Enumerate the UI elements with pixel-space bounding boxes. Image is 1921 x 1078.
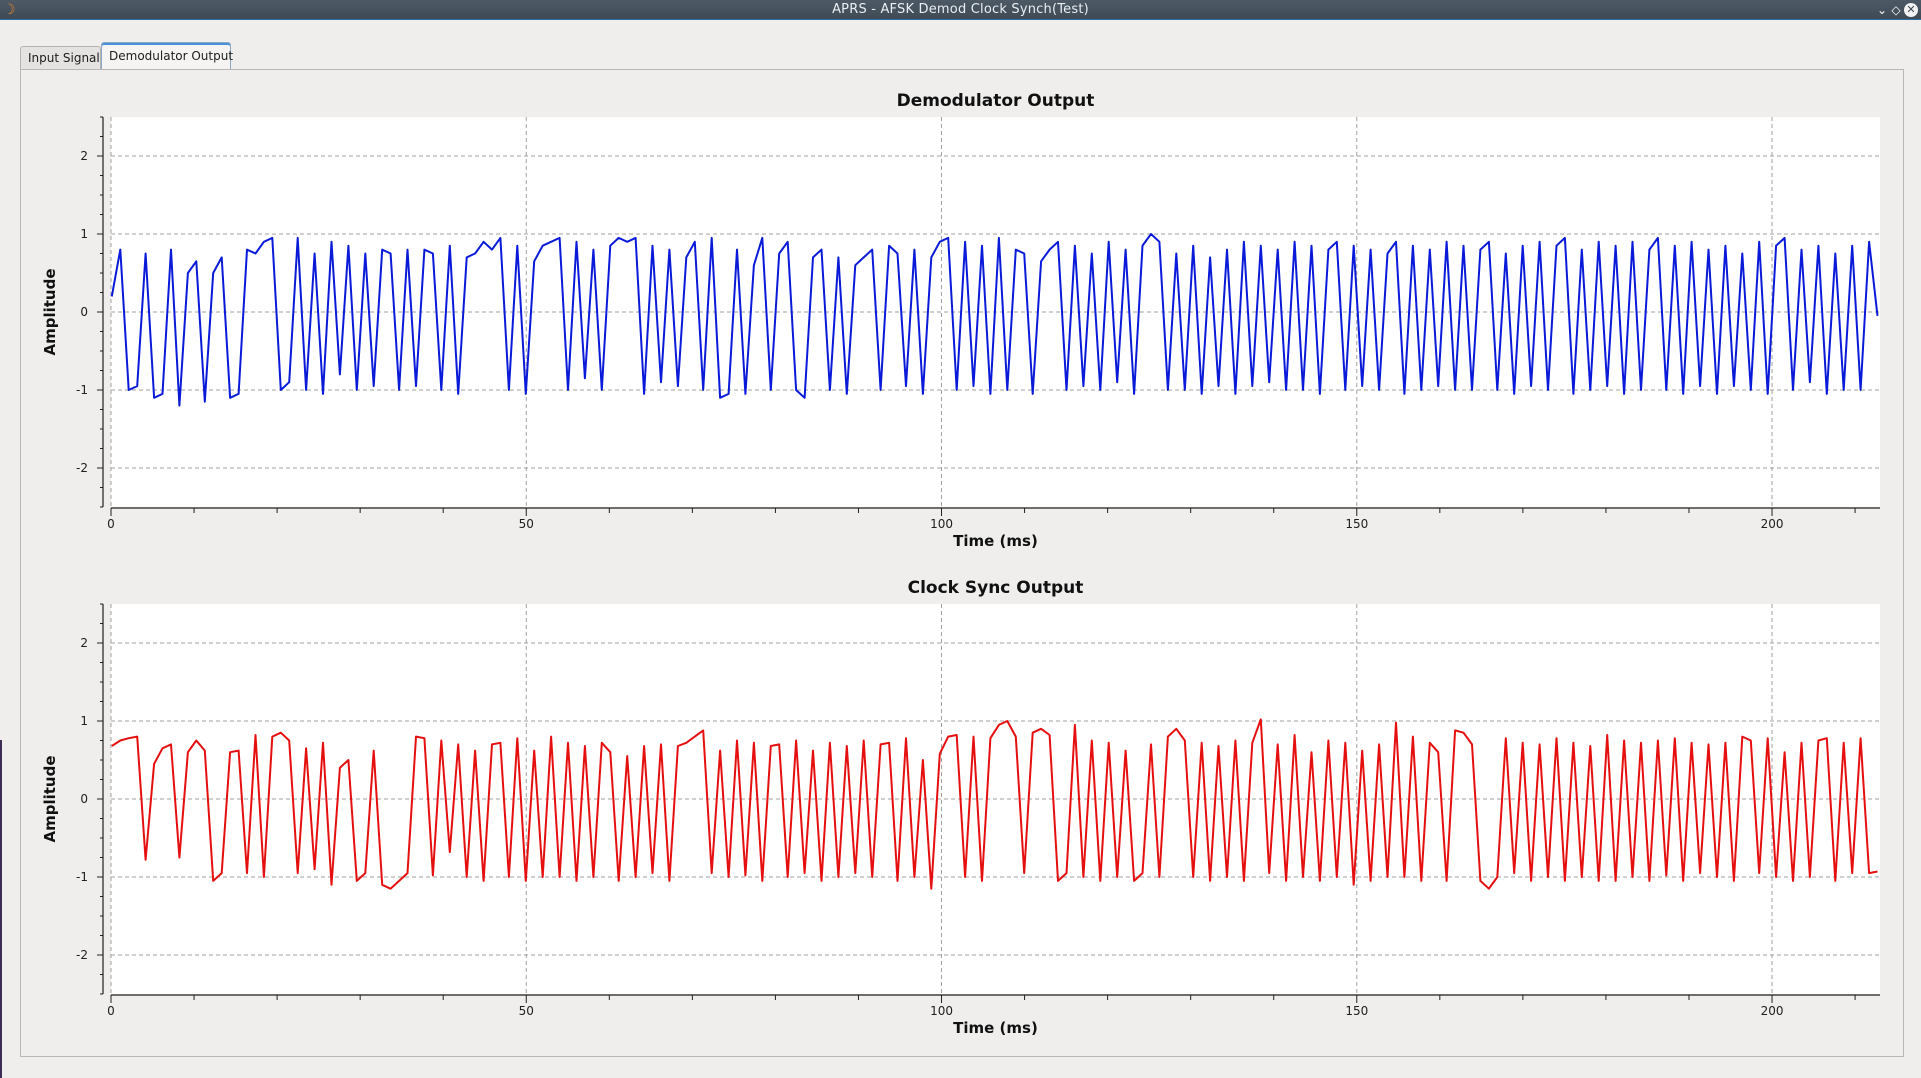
series-line	[110, 233, 1879, 407]
title-bar-divider	[0, 19, 1921, 20]
x-axis-label: Time (ms)	[953, 532, 1038, 550]
x-tick-label: 200	[1761, 1004, 1784, 1018]
x-tick-label: 50	[519, 517, 534, 531]
clock-sync-output-plot: 0 50 100 150 200 2 1 0 -1 -2 Clock Sync Output Time…	[41, 578, 1880, 1037]
tab-demodulator-output[interactable]: Demodulator Output	[101, 42, 234, 70]
window-title-bar: ☽ APRS - AFSK Demod Clock Synch(Test) ⌄ …	[0, 0, 1921, 20]
y-tick-label: 0	[80, 792, 88, 806]
x-tick-label: 50	[519, 1004, 534, 1018]
y-tick-label: 2	[80, 149, 88, 163]
close-icon[interactable]: ✕	[1904, 3, 1918, 17]
x-axis-label: Time (ms)	[953, 1019, 1038, 1037]
x-tick-label: 150	[1345, 1004, 1368, 1018]
x-tick-label: 100	[930, 1004, 953, 1018]
y-tick-label: -2	[76, 461, 88, 475]
y-tick-label: -1	[76, 383, 88, 397]
plot-title: Clock Sync Output	[908, 578, 1084, 598]
x-tick-label: 0	[107, 1004, 115, 1018]
x-tick-label: 100	[930, 517, 953, 531]
y-tick-label: -2	[76, 948, 88, 962]
tab-input-signal[interactable]: Input Signal	[20, 46, 101, 69]
y-axis-label: Amplitude	[41, 755, 59, 842]
plot-title: Demodulator Output	[897, 91, 1095, 111]
tab-label: Demodulator Output	[109, 49, 234, 63]
x-tick-label: 0	[107, 517, 115, 531]
y-axis-label: Amplitude	[41, 268, 59, 355]
series-line	[111, 718, 1878, 890]
window-title: APRS - AFSK Demod Clock Synch(Test)	[832, 2, 1089, 17]
maximize-icon[interactable]: ◇	[1891, 3, 1901, 17]
minimize-icon[interactable]: ⌄	[1876, 3, 1888, 17]
y-tick-label: 2	[80, 636, 88, 650]
x-tick-label: 200	[1761, 517, 1784, 531]
y-tick-label: 1	[80, 714, 88, 728]
window-edge-shadow	[0, 740, 2, 1078]
y-tick-label: 1	[80, 227, 88, 241]
gnuradio-icon: ☽	[3, 2, 16, 18]
x-tick-label: 150	[1345, 517, 1368, 531]
y-tick-label: 0	[80, 305, 88, 319]
y-tick-label: -1	[76, 870, 88, 884]
tab-label: Input Signal	[28, 51, 100, 65]
demodulator-output-plot: 0 50 100 150 200 2 1 0 -1 -2 Demodulator Output Tim…	[41, 91, 1880, 550]
